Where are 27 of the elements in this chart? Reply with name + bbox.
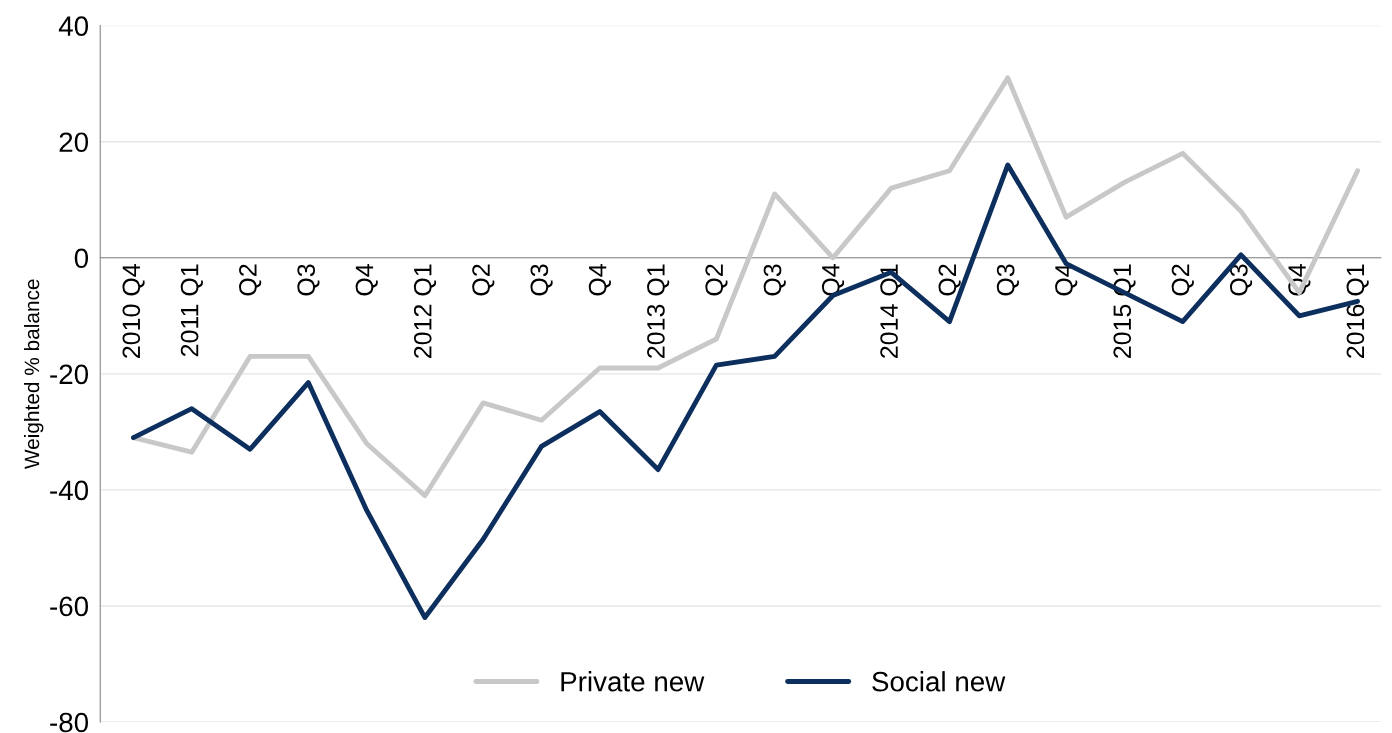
legend-label: Private new [561,671,705,692]
x-tick-label: 2013 Q1 [647,264,670,358]
x-tick-label: Q3 [996,264,1019,296]
x-tick-label: Q2 [1171,264,1194,296]
y-tick-label: -60 [50,596,89,617]
x-tick-label: Q2 [472,264,495,296]
x-tick-label: Q3 [297,264,320,296]
y-tick-label: 20 [59,132,89,153]
legend-label: Social new [872,671,1006,692]
x-tick-label: 2016 Q1 [1346,264,1369,358]
y-axis-title: Weighted % balance [23,279,44,470]
y-tick-label: -80 [50,712,89,733]
x-tick-label: Q2 [239,264,262,296]
x-tick-label: Q4 [355,264,378,296]
x-tick-label: 2012 Q1 [413,264,437,358]
x-tick-label: Q3 [530,264,553,296]
x-tick-label: Q2 [705,264,728,296]
y-tick-label: -40 [50,480,89,501]
x-tick-label: Q3 [1229,264,1253,296]
y-tick-label: 0 [74,248,89,269]
x-tick-label: Q3 [763,264,786,296]
x-tick-label: Q2 [938,264,961,296]
y-tick-label: -20 [50,364,89,385]
x-tick-label: 2011 Q1 [180,264,203,357]
x-tick-label: Q4 [588,264,611,296]
y-tick-label: 40 [58,16,89,36]
x-tick-label: 2010 Q4 [122,264,145,358]
